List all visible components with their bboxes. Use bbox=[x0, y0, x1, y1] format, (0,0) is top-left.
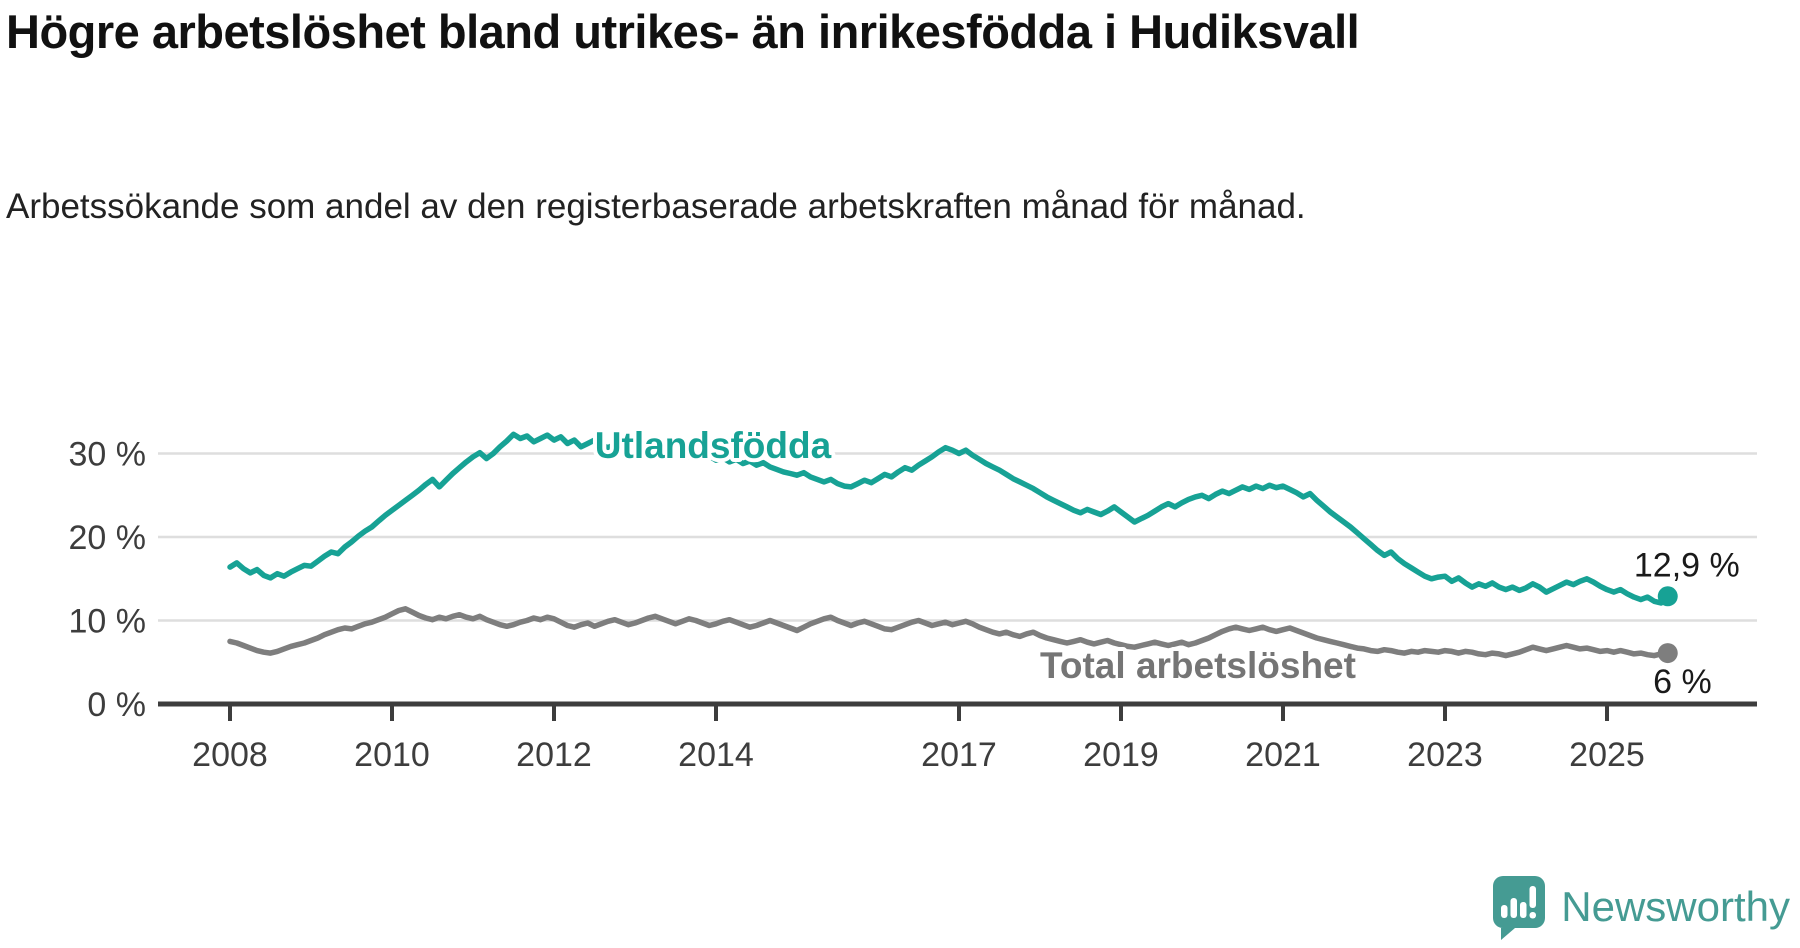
x-tick-label: 2012 bbox=[516, 736, 592, 774]
y-tick-label: 10 % bbox=[69, 603, 147, 641]
end-dot-utlandsfodda bbox=[1657, 586, 1678, 607]
newsworthy-logo-icon bbox=[1493, 876, 1546, 940]
x-tick-label: 2021 bbox=[1245, 736, 1321, 774]
bar-3 bbox=[1520, 902, 1527, 918]
x-tick-label: 2023 bbox=[1407, 736, 1483, 774]
series-line-total bbox=[227, 606, 1671, 659]
brand: Newsworthy bbox=[1489, 874, 1790, 940]
x-tick-label: 2025 bbox=[1569, 736, 1645, 774]
brand-name: Newsworthy bbox=[1561, 883, 1790, 930]
speech-bubble-shape bbox=[1493, 876, 1546, 940]
exclamation-bar bbox=[1529, 886, 1537, 908]
end-value-total: 6 % bbox=[1653, 663, 1712, 701]
series-label-total: Total arbetslöshet bbox=[1040, 645, 1356, 686]
series-label-utlandsfodda: Utlandsfödda bbox=[595, 425, 832, 466]
y-tick-label: 20 % bbox=[69, 519, 147, 557]
series-line-utlandsfodda bbox=[227, 431, 1671, 606]
x-tick-label: 2010 bbox=[354, 736, 430, 774]
x-tick-label: 2014 bbox=[678, 736, 754, 774]
end-dot-total bbox=[1657, 643, 1678, 664]
exclamation-dot bbox=[1529, 912, 1537, 919]
page-subtitle: Arbetssökande som andel av den registerb… bbox=[6, 187, 1306, 226]
y-tick-label: 0 % bbox=[87, 686, 146, 724]
end-value-utlandsfodda: 12,9 % bbox=[1634, 546, 1740, 584]
y-tick-label: 30 % bbox=[69, 436, 147, 474]
page-title: Högre arbetslöshet bland utrikes- än inr… bbox=[6, 5, 1360, 58]
bar-2 bbox=[1510, 898, 1518, 918]
x-tick-label: 2019 bbox=[1083, 736, 1159, 774]
bar-1 bbox=[1501, 905, 1508, 918]
x-tick-label: 2008 bbox=[192, 736, 268, 774]
x-tick-label: 2017 bbox=[921, 736, 997, 774]
